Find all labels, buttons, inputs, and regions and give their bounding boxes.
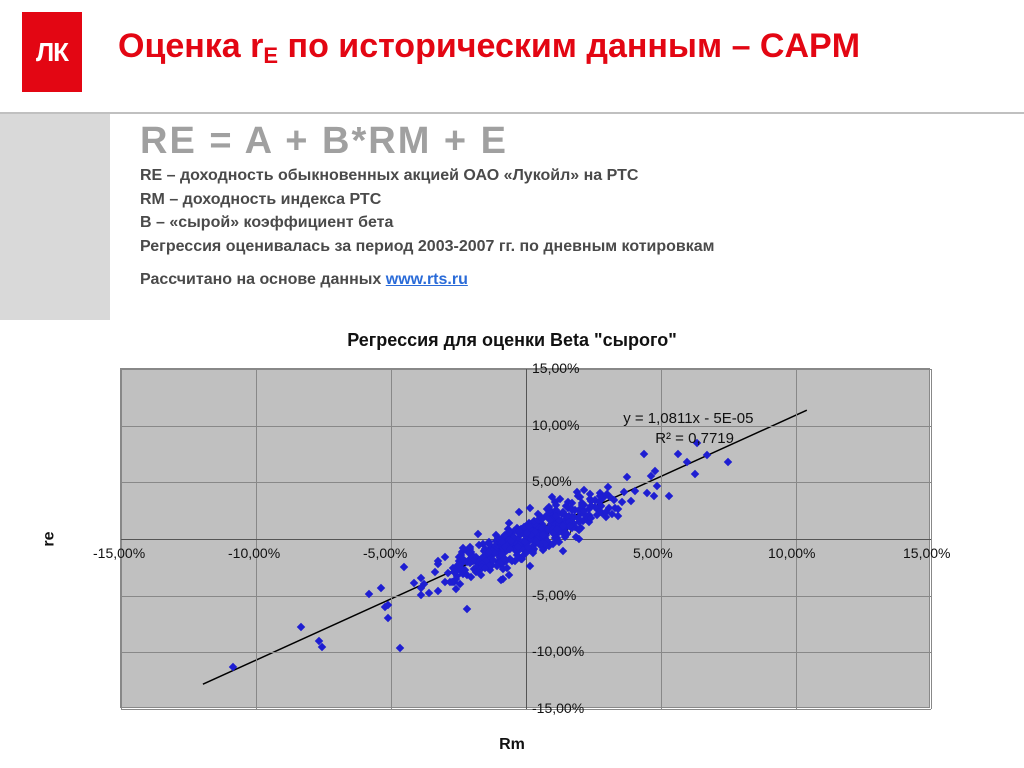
y-tick-label: 5,00% xyxy=(532,473,572,489)
source-label: Рассчитано на основе данных xyxy=(140,271,386,288)
x-tick-label: -15,00% xyxy=(93,545,145,561)
definition-line: B – «сырой» коэффициент бета xyxy=(140,212,1008,234)
y-tick-label: -5,00% xyxy=(532,587,576,603)
y-tick-label: -10,00% xyxy=(532,643,584,659)
title-pre: Оценка r xyxy=(118,27,263,65)
title-sub: E xyxy=(263,43,278,68)
x-tick-label: -10,00% xyxy=(228,545,280,561)
formula-section: RE = A + B*RM + E RE – доходность обыкно… xyxy=(140,120,1008,289)
y-tick-label: 15,00% xyxy=(532,360,579,376)
source-line: Рассчитано на основе данных www.rts.ru xyxy=(140,271,1008,289)
regression-chart: Регрессия для оценки Beta "сырого" re -1… xyxy=(0,320,1024,760)
y-tick-label: -15,00% xyxy=(532,700,584,716)
x-tick-label: 5,00% xyxy=(633,545,673,561)
source-link[interactable]: www.rts.ru xyxy=(386,271,468,288)
definitions: RE – доходность обыкновенных акцией ОАО … xyxy=(140,165,1008,257)
definition-line: Регрессия оценивалась за период 2003-200… xyxy=(140,236,1008,258)
slide-title: Оценка rE по историческим данным – CAPM xyxy=(118,28,860,65)
header: ЛК Оценка rE по историческим данным – CA… xyxy=(0,0,1024,110)
x-tick-label: 10,00% xyxy=(768,545,815,561)
definition-line: RE – доходность обыкновенных акцией ОАО … xyxy=(140,165,1008,187)
definition-line: RM – доходность индекса РТС xyxy=(140,189,1008,211)
r-squared: R² = 0,7719 xyxy=(655,430,734,447)
y-tick-label: 10,00% xyxy=(532,417,579,433)
logo-text: ЛК xyxy=(36,37,68,68)
regression-equation: y = 1,0811x - 5E-05 xyxy=(623,410,753,427)
y-gridline xyxy=(121,709,931,710)
title-post: по историческим данным – CAPM xyxy=(278,27,860,65)
capm-formula: RE = A + B*RM + E xyxy=(140,120,1008,163)
divider xyxy=(0,112,1024,114)
y-axis-label: re xyxy=(41,531,59,546)
chart-title: Регрессия для оценки Beta "сырого" xyxy=(0,320,1024,351)
plot-area: -15,00%-10,00%-5,00%5,00%10,00%15,00%-15… xyxy=(120,368,930,708)
x-tick-label: 15,00% xyxy=(903,545,950,561)
lukoil-logo: ЛК xyxy=(22,12,82,92)
x-gridline xyxy=(931,369,932,709)
x-axis-label: Rm xyxy=(0,736,1024,754)
x-tick-label: -5,00% xyxy=(363,545,407,561)
side-gray-block xyxy=(0,114,110,320)
